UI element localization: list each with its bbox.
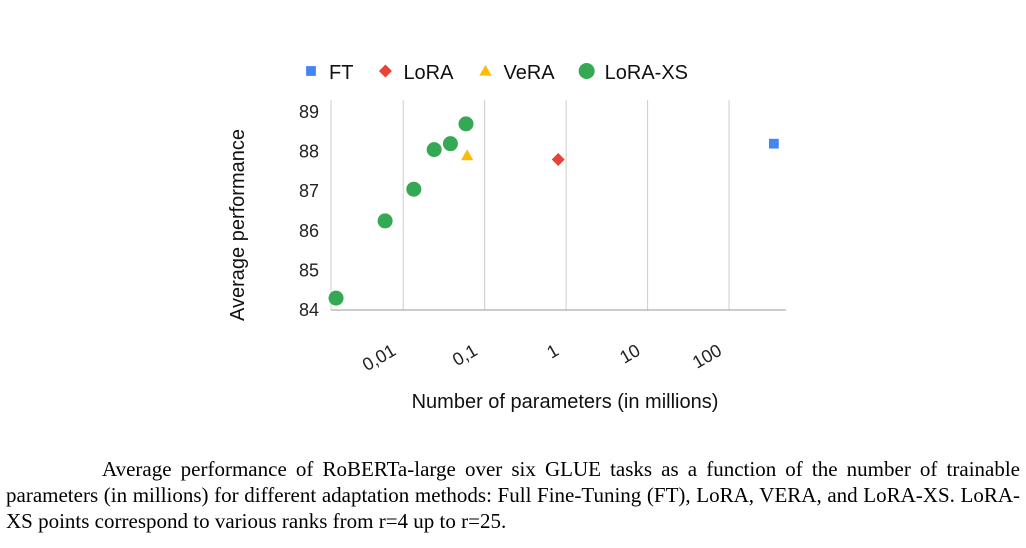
legend-item-lora: LoRA: [378, 62, 454, 84]
legend-marker: [578, 63, 595, 79]
legend-item-vera: VeRA: [479, 62, 555, 84]
chart-axes: 0,01 0,1 1 10 100 84 85 86 87 88 89: [299, 102, 786, 375]
y-tick-label: 85: [299, 260, 319, 280]
x-axis-title: Number of parameters (in millions): [412, 391, 719, 413]
legend-label: LoRA-XS: [605, 62, 688, 84]
chart-legend: FT LoRA VeRA LoRA-XS: [306, 62, 688, 84]
legend-marker: [479, 64, 492, 76]
legend-marker: [378, 64, 392, 78]
y-tick-label: 87: [299, 181, 319, 201]
x-tick-label: 100: [689, 340, 725, 372]
data-point-lora-xs: [328, 290, 344, 306]
scatter-chart: FT LoRA VeRA LoRA-XS 0,01 0,1 1 10 100 84 85 86 87 8…: [227, 62, 786, 413]
legend-label: VeRA: [503, 62, 555, 84]
y-tick-label: 88: [299, 142, 319, 162]
y-tick-label: 89: [299, 102, 319, 122]
legend-label: FT: [329, 62, 353, 84]
x-tick-label: 0,01: [359, 340, 399, 375]
y-tick-label: 86: [299, 221, 319, 241]
legend-label: LoRA: [403, 62, 454, 84]
data-point-lora-xs: [377, 213, 393, 229]
x-tick-label: 1: [543, 340, 562, 362]
data-point-lora-xs: [406, 181, 422, 197]
legend-item-lora-xs: LoRA-XS: [578, 62, 688, 84]
data-point-lora: [551, 153, 565, 167]
data-point-vera: [460, 149, 474, 161]
data-point-ft: [769, 138, 779, 149]
y-tick-label: 84: [299, 300, 319, 320]
y-axis-title: Average performance: [227, 129, 249, 321]
legend-item-ft: FT: [306, 62, 353, 84]
chart-marks: [328, 116, 779, 306]
data-point-lora-xs: [442, 136, 458, 152]
figure-caption: Average performance of RoBERTa-large ove…: [6, 457, 1020, 533]
data-point-lora-xs: [426, 142, 442, 158]
x-tick-label: 0,1: [449, 340, 481, 370]
chart-grid: [330, 100, 730, 310]
data-point-lora-xs: [458, 116, 474, 132]
legend-marker: [306, 66, 316, 76]
x-tick-label: 10: [616, 340, 643, 367]
